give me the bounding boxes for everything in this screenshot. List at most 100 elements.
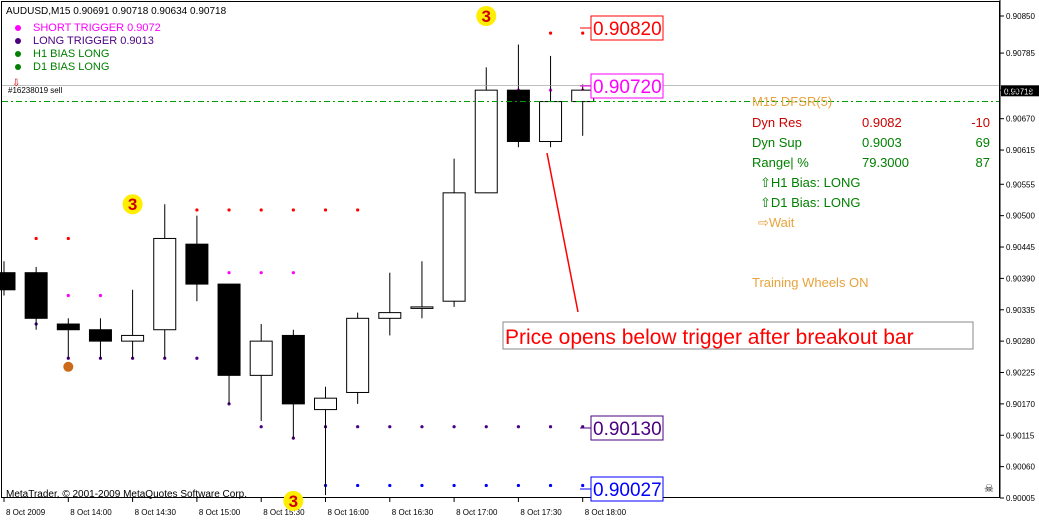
price-box-label: 0.90027 [593,480,662,501]
y-tick-label: 0.90850 [1006,12,1035,21]
bearish-candle [0,272,16,291]
x-tick-label: 8 Oct 16:30 [392,508,434,517]
bullish-candle [539,101,563,142]
bullish-candle [346,317,370,393]
annotation-box [502,321,974,350]
y-tick-label: 0.90335 [1006,306,1035,315]
resistance-dot [259,208,263,212]
price-box-label: 0.90720 [593,77,662,98]
price-box-label: 0.90820 [593,19,662,40]
short-trigger-dot [259,271,263,275]
panel-row-value: 0.9003 [862,135,902,150]
legend-bullet-icon [15,25,21,31]
fractal-marker-badge [283,490,304,511]
x-tick-label: 8 Oct 18:00 [585,508,627,517]
skull-icon: ☠ [984,483,994,495]
y-tick-label: 0.90225 [1006,369,1035,378]
support-dot [452,483,456,488]
support-dot [548,483,553,488]
symbol-header: AUDUSD,M15 0.90691 0.90718 0.90634 0.907… [6,6,227,17]
panel-row-value: 79.3000 [862,155,909,170]
fractal-marker-badge [122,194,143,215]
fractal-marker-label: 3 [482,7,491,26]
panel-row-label: Dyn Res [752,115,802,130]
panel-row-label: Dyn Sup [752,135,802,150]
x-tick-label: 8 Oct 14:30 [135,508,177,517]
panel-row-label: Range| % [752,155,809,170]
support-dot [516,483,521,488]
support-dot [420,483,424,488]
bullish-candle [153,237,177,331]
fractal-marker-badge [476,6,497,26]
y-tick-label: 0.90060 [1006,463,1035,472]
y-tick-label: 0.90670 [1006,115,1035,124]
panel-row-delta: 87 [976,155,990,170]
x-tick-label: 8 Oct 15:00 [199,508,241,517]
long-trigger-dot [548,425,553,429]
legend-entry: D1 BIAS LONG [33,61,109,73]
bullish-candle [249,340,273,376]
bullish-candle [378,312,402,319]
short-trigger-dot [66,293,70,298]
long-trigger-dot [581,425,585,429]
order-label[interactable]: #16238019 sell [8,86,62,95]
bullish-candle [442,192,466,302]
sell-arrow-icon: ⇩ [12,78,20,89]
price-box[interactable] [590,476,664,502]
resistance-dot [548,31,553,35]
x-tick-label: 8 Oct 2009 [6,508,46,517]
resistance-dot [323,208,328,212]
resistance-dot [581,31,585,35]
current-price-tag [1001,85,1039,97]
fractal-marker-label: 3 [128,195,137,214]
copyright-text: MetaTrader, © 2001-2009 MetaQuotes Softw… [6,489,247,500]
bearish-candle [217,283,241,376]
panel-row-value: 0.9082 [862,115,902,130]
legend-bullet-icon [15,38,21,44]
resistance-dot [291,208,295,212]
y-tick-label: 0.90445 [1006,243,1035,252]
support-dot [356,483,360,488]
long-trigger-dot [195,356,199,360]
resistance-dot [195,208,199,212]
arrow-object-icon[interactable] [63,361,74,372]
legend-entry: LONG TRIGGER 0.9013 [33,35,154,47]
bearish-candle [88,329,112,342]
fractal-marker-label: 3 [289,492,298,511]
support-dot [484,483,488,488]
long-trigger-dot [356,425,360,429]
x-tick-label: 8 Oct 17:30 [520,508,562,517]
legend-entry: SHORT TRIGGER 0.9072 [33,22,161,34]
current-price-label: 0.90718 [1004,87,1033,96]
bullish-candle [474,89,498,194]
long-trigger-dot [388,425,392,429]
y-tick-label: 0.90785 [1006,49,1035,58]
annotation-text: Price opens below trigger after breakout… [505,326,914,349]
price-box[interactable] [590,73,664,99]
short-trigger-dot [291,271,295,275]
long-trigger-dot [259,425,263,429]
y-tick-label: 0.90280 [1006,337,1035,346]
short-trigger-dot [98,293,103,298]
d1-bias-text: ⇧D1 Bias: LONG [760,195,860,210]
resistance-dot [356,208,360,212]
annotation-arrow [546,152,579,313]
panel-row-delta: -10 [971,115,990,130]
bearish-candle [56,323,80,331]
resistance-dot [227,208,231,212]
long-trigger-dot [452,425,456,429]
bearish-candle [185,243,209,285]
resistance-dot [66,236,70,241]
price-box[interactable] [590,415,664,441]
support-dot [581,483,585,488]
panel-row-delta: 69 [976,135,990,150]
resistance-dot [34,236,38,241]
bullish-candle [410,306,434,309]
bearish-candle [24,272,48,319]
price-box[interactable] [590,15,664,41]
price-box-label: 0.90130 [593,419,662,440]
bullish-candle [121,334,145,342]
